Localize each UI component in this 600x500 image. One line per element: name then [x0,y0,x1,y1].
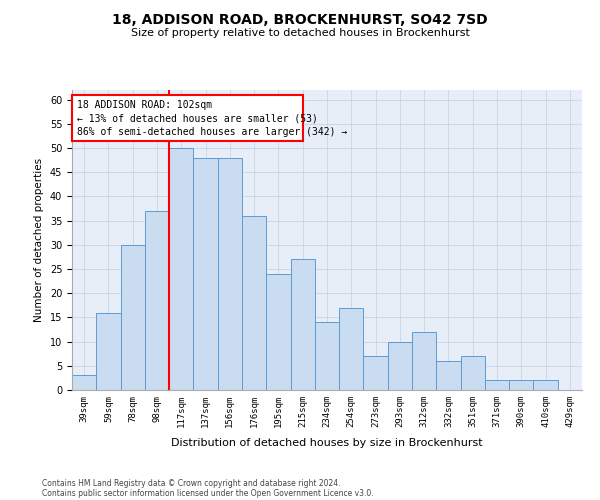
Bar [436,361,461,390]
Bar [412,332,436,390]
Bar [364,356,388,390]
Text: 18, ADDISON ROAD, BROCKENHURST, SO42 7SD: 18, ADDISON ROAD, BROCKENHURST, SO42 7SD [112,12,488,26]
Bar [96,312,121,390]
FancyBboxPatch shape [72,95,303,141]
Bar [388,342,412,390]
Bar [315,322,339,390]
Bar [121,245,145,390]
Bar [290,260,315,390]
Bar [485,380,509,390]
Bar [193,158,218,390]
Text: Size of property relative to detached houses in Brockenhurst: Size of property relative to detached ho… [131,28,469,38]
Bar [461,356,485,390]
Bar [533,380,558,390]
Text: Contains public sector information licensed under the Open Government Licence v3: Contains public sector information licen… [42,488,374,498]
Bar [339,308,364,390]
Text: 86% of semi-detached houses are larger (342) →: 86% of semi-detached houses are larger (… [77,127,347,137]
Bar [218,158,242,390]
Text: Contains HM Land Registry data © Crown copyright and database right 2024.: Contains HM Land Registry data © Crown c… [42,478,341,488]
Bar [509,380,533,390]
Bar [242,216,266,390]
X-axis label: Distribution of detached houses by size in Brockenhurst: Distribution of detached houses by size … [171,438,483,448]
Y-axis label: Number of detached properties: Number of detached properties [34,158,44,322]
Text: 18 ADDISON ROAD: 102sqm: 18 ADDISON ROAD: 102sqm [77,100,212,110]
Bar [72,376,96,390]
Bar [169,148,193,390]
Text: ← 13% of detached houses are smaller (53): ← 13% of detached houses are smaller (53… [77,113,318,123]
Bar [266,274,290,390]
Bar [145,211,169,390]
